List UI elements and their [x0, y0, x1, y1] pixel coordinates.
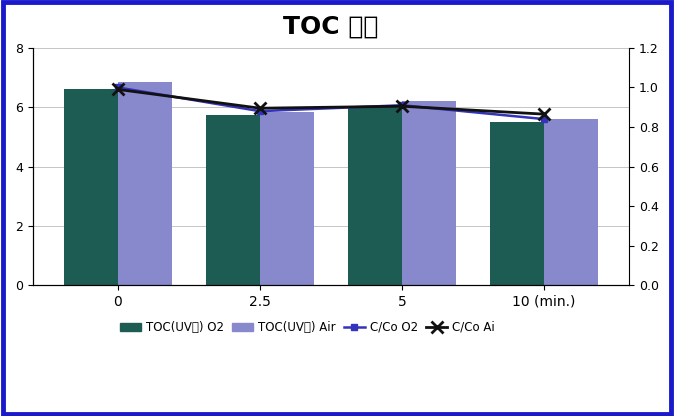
Bar [64, 89, 118, 285]
Bar [348, 107, 402, 285]
Title: TOC 변화: TOC 변화 [283, 15, 379, 39]
Bar [206, 115, 260, 285]
Bar [402, 101, 456, 285]
Bar [544, 119, 598, 285]
Bar [118, 82, 172, 285]
Bar [260, 111, 314, 285]
Bar [490, 122, 544, 285]
Legend: TOC(UV법) O2, TOC(UV법) Air, C/Co O2, C/Co Ai: TOC(UV법) O2, TOC(UV법) Air, C/Co O2, C/Co… [115, 316, 499, 339]
